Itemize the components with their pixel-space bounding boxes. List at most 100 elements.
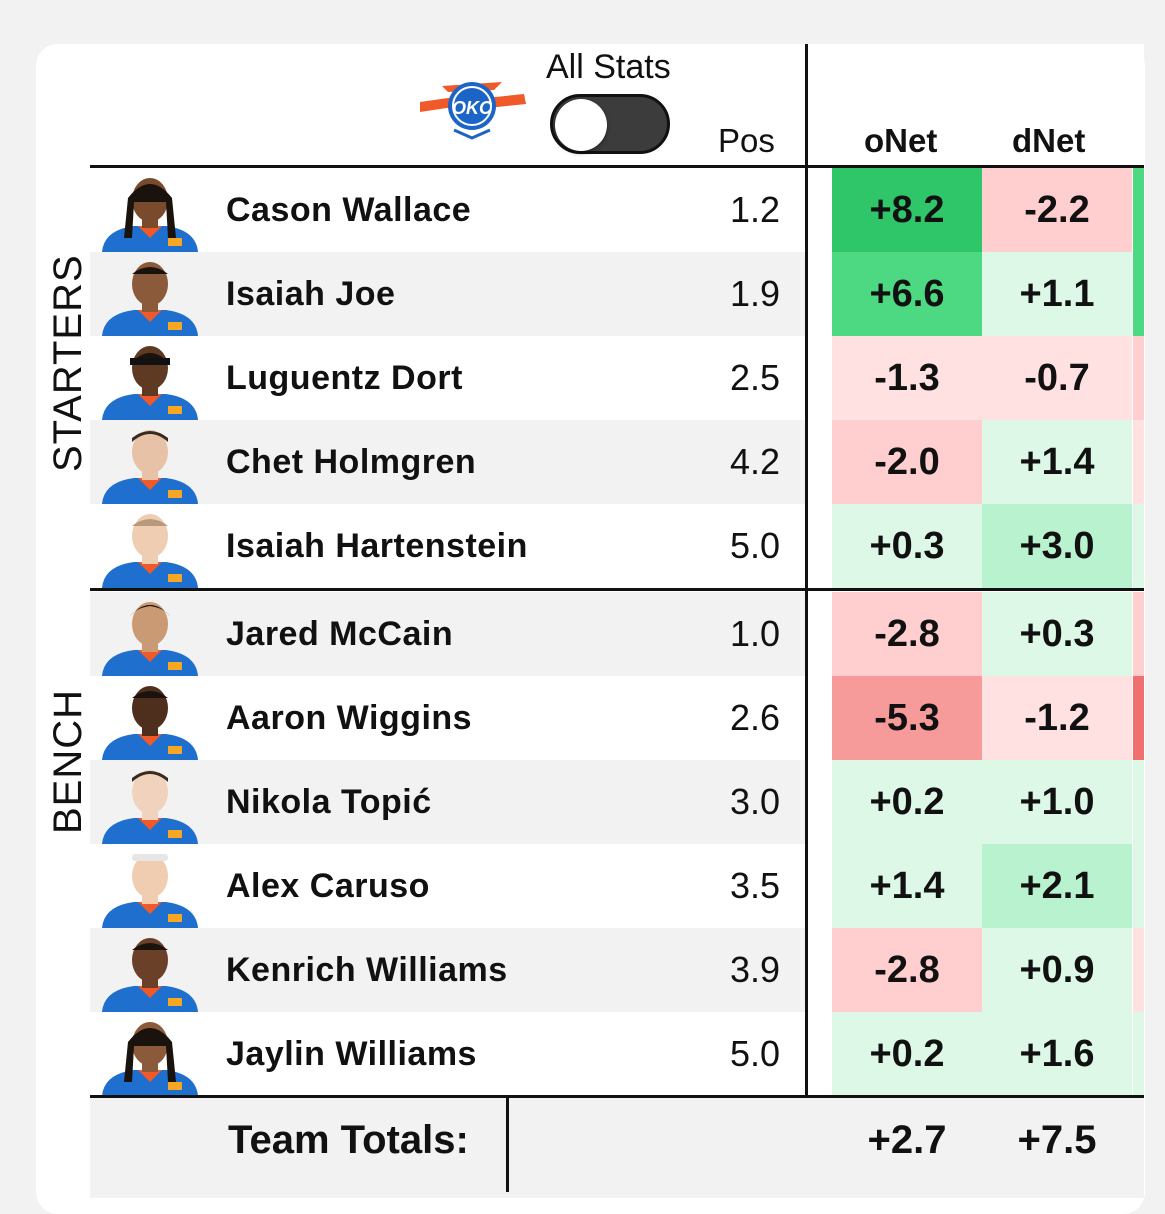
next-column-cell — [1133, 420, 1144, 504]
player-avatar — [94, 252, 206, 336]
row-background — [90, 760, 806, 844]
starters-group-label: STARTERS — [46, 254, 90, 472]
table-row[interactable]: Kenrich Williams 3.9 -2.8 +0.9 — [90, 928, 1144, 1012]
onet-cell: -2.8 — [832, 592, 982, 676]
table-row[interactable]: Cason Wallace 1.2 +8.2 -2.2 — [90, 168, 1144, 252]
okc-thunder-logo: OKC — [420, 82, 526, 140]
player-pos-value: 2.6 — [729, 697, 780, 738]
player-name[interactable]: Luguentz Dort — [226, 358, 463, 397]
player-name[interactable]: Kenrich Williams — [226, 950, 508, 989]
logo-text: OKC — [452, 98, 493, 118]
player-avatar — [94, 844, 206, 928]
row-background — [90, 336, 806, 420]
dnet-cell: +1.6 — [982, 1012, 1132, 1096]
table-row[interactable]: Jared McCain 1.0 -2.8 +0.3 — [90, 592, 1144, 676]
team-totals-row — [90, 1098, 1144, 1198]
player-name[interactable]: Isaiah Joe — [226, 274, 396, 313]
dnet-cell: -2.2 — [982, 168, 1132, 252]
next-column-cell — [1133, 760, 1144, 844]
onet-cell: +8.2 — [832, 168, 982, 252]
next-column-cell — [1133, 1012, 1144, 1096]
player-pos-value: 4.2 — [729, 441, 780, 482]
next-column-cell — [1133, 504, 1144, 588]
dnet-cell: +2.1 — [982, 844, 1132, 928]
onet-cell: +6.6 — [832, 252, 982, 336]
player-avatar — [94, 1012, 206, 1096]
team-totals-label: Team Totals: — [228, 1118, 469, 1162]
player-name[interactable]: Isaiah Hartenstein — [226, 526, 528, 565]
column-header-onet[interactable]: oNet — [864, 122, 938, 159]
onet-cell: +0.2 — [832, 760, 982, 844]
dnet-cell: +1.4 — [982, 420, 1132, 504]
toggle-knob — [555, 99, 607, 151]
dnet-cell: +3.0 — [982, 504, 1132, 588]
player-avatar — [94, 676, 206, 760]
dnet-cell: -0.7 — [982, 336, 1132, 420]
group-divider — [90, 588, 1144, 591]
player-avatar — [94, 760, 206, 844]
onet-cell: +0.2 — [832, 1012, 982, 1096]
player-pos-value: 5.0 — [729, 525, 780, 566]
table-row[interactable]: Alex Caruso 3.5 +1.4 +2.1 — [90, 844, 1144, 928]
player-avatar — [94, 168, 206, 252]
team-total-dnet: +7.5 — [1017, 1118, 1097, 1162]
header-divider — [90, 165, 1144, 168]
next-column-cell — [1133, 592, 1144, 676]
onet-cell: +0.3 — [832, 504, 982, 588]
dnet-cell: +1.1 — [982, 252, 1132, 336]
onet-cell: -5.3 — [832, 676, 982, 760]
row-background — [90, 592, 806, 676]
row-background — [90, 676, 806, 760]
player-pos-value: 3.0 — [729, 781, 780, 822]
onet-cell: -1.3 — [832, 336, 982, 420]
bench-group-label: BENCH — [46, 688, 90, 834]
next-column-cell — [1133, 676, 1144, 760]
player-name[interactable]: Jared McCain — [226, 614, 454, 653]
team-total-onet: +2.7 — [867, 1118, 947, 1162]
player-name[interactable]: Cason Wallace — [226, 190, 472, 229]
player-pos-value: 2.5 — [729, 357, 780, 398]
onet-cell: -2.0 — [832, 420, 982, 504]
player-avatar — [94, 504, 206, 588]
player-pos-value: 3.9 — [729, 949, 780, 990]
player-pos-value: 1.2 — [729, 189, 780, 230]
table-row[interactable]: Nikola Topić 3.0 +0.2 +1.0 — [90, 760, 1144, 844]
player-pos-value: 5.0 — [729, 1033, 780, 1074]
table-row[interactable]: Isaiah Hartenstein 5.0 +0.3 +3.0 — [90, 504, 1144, 588]
column-header-dnet[interactable]: dNet — [1012, 122, 1086, 159]
player-name[interactable]: Alex Caruso — [226, 866, 430, 905]
onet-cell: -2.8 — [832, 928, 982, 1012]
player-pos-value: 3.5 — [729, 865, 780, 906]
player-avatar — [94, 336, 206, 420]
player-name[interactable]: Aaron Wiggins — [226, 698, 473, 737]
all-stats-label: All Stats — [546, 48, 671, 86]
table-row[interactable]: Aaron Wiggins 2.6 -5.3 -1.2 — [90, 676, 1144, 760]
next-column-cell — [1133, 844, 1144, 928]
table-row[interactable]: Isaiah Joe 1.9 +6.6 +1.1 — [90, 252, 1144, 336]
player-avatar — [94, 420, 206, 504]
dnet-cell: -1.2 — [982, 676, 1132, 760]
row-background — [90, 844, 806, 928]
next-column-cell — [1133, 928, 1144, 1012]
player-name[interactable]: Jaylin Williams — [226, 1034, 477, 1073]
row-background — [90, 1012, 806, 1096]
player-pos-value: 1.0 — [729, 613, 780, 654]
table-row[interactable]: Chet Holmgren 4.2 -2.0 +1.4 — [90, 420, 1144, 504]
player-avatar — [94, 592, 206, 676]
table-row[interactable]: Jaylin Williams 5.0 +0.2 +1.6 — [90, 1012, 1144, 1096]
dnet-cell: +0.9 — [982, 928, 1132, 1012]
row-background — [90, 420, 806, 504]
row-background — [90, 928, 806, 1012]
column-header-pos[interactable]: Pos — [718, 122, 775, 159]
totals-column-divider — [506, 1096, 509, 1192]
onet-cell: +1.4 — [832, 844, 982, 928]
player-name[interactable]: Chet Holmgren — [226, 442, 477, 481]
row-background — [90, 168, 806, 252]
table-row[interactable]: Luguentz Dort 2.5 -1.3 -0.7 — [90, 336, 1144, 420]
row-background — [90, 252, 806, 336]
player-avatar — [94, 928, 206, 1012]
next-column-cell — [1133, 168, 1144, 252]
player-name[interactable]: Nikola Topić — [226, 782, 432, 821]
dnet-cell: +0.3 — [982, 592, 1132, 676]
all-stats-toggle[interactable] — [550, 94, 670, 154]
